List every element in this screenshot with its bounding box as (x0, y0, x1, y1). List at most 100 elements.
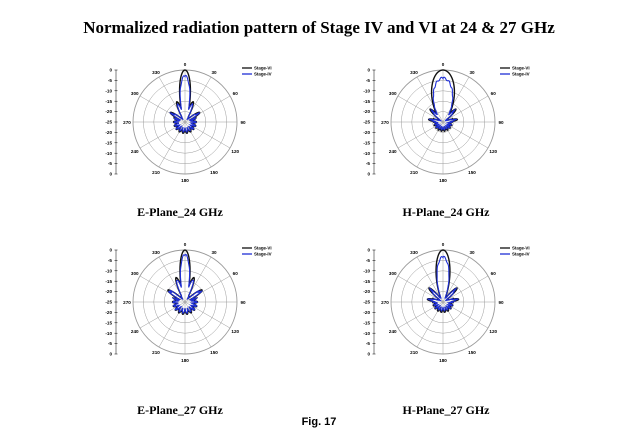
series-trace-stage-iv (169, 74, 201, 133)
grid-spoke (158, 301, 186, 348)
polar-chart-svg: 0 30 60 90 120 150 180 210 240 270 300 330 0 -5 -10 -15… (363, 242, 530, 363)
polar-chart-h-plane-24: 0 30 60 90 120 150 180 210 240 270 300 330 0 -5 -10 -15… (348, 60, 558, 210)
series-trace-stage-iv (428, 76, 458, 131)
grid-spoke (139, 95, 186, 123)
legend-label: Stage-VI (254, 246, 272, 251)
angle-tick-label: 270 (123, 120, 131, 125)
radial-tick-label: 0 (367, 68, 370, 73)
grid-spoke (184, 121, 212, 168)
angle-tick-label: 120 (489, 149, 497, 154)
angle-tick-label: 180 (181, 178, 189, 183)
series-trace-stage-iv (426, 255, 460, 312)
angle-tick-label: 240 (131, 329, 139, 334)
grid-spoke (397, 121, 444, 149)
radial-tick-label: 0 (109, 172, 112, 177)
angle-tick-label: 330 (152, 70, 160, 75)
grid-spoke (158, 121, 186, 168)
grid-spoke (442, 76, 470, 123)
radial-tick-label: -20 (363, 130, 370, 135)
polar-chart-e-plane-27: 0 30 60 90 120 150 180 210 240 270 300 330 0 -5 -10 -15… (90, 240, 300, 390)
grid-spoke (442, 256, 470, 303)
angle-tick-label: 30 (469, 250, 475, 255)
radial-tick-label: -20 (105, 289, 112, 294)
angle-tick-label: 30 (211, 70, 217, 75)
angle-tick-label: 150 (210, 350, 218, 355)
radial-tick-label: -20 (363, 310, 370, 315)
radial-tick-label: -15 (363, 99, 370, 104)
legend-label: Stage-VI (512, 66, 530, 71)
radial-tick-label: -10 (105, 88, 112, 93)
legend-label: Stage-IV (512, 72, 530, 77)
radial-tick-label: -20 (105, 130, 112, 135)
caption-h-plane-24: H-Plane_24 GHz (402, 205, 490, 219)
angle-tick-label: 90 (498, 300, 504, 305)
radial-tick-label: -5 (108, 78, 113, 83)
angle-tick-label: 0 (184, 242, 187, 247)
radial-tick-label: 0 (367, 248, 370, 253)
angle-tick-label: 180 (439, 178, 447, 183)
angle-tick-label: 300 (131, 91, 139, 96)
angle-tick-label: 300 (389, 91, 397, 96)
radial-tick-label: -10 (105, 331, 112, 336)
grid-spoke (397, 275, 444, 303)
radial-tick-label: -5 (108, 161, 113, 166)
radial-tick-label: -25 (363, 300, 370, 305)
angle-tick-label: 210 (410, 170, 418, 175)
angle-tick-label: 210 (152, 170, 160, 175)
angle-tick-label: 150 (468, 350, 476, 355)
angle-tick-label: 270 (381, 120, 389, 125)
radial-tick-label: -20 (105, 310, 112, 315)
radial-tick-label: -10 (363, 268, 370, 273)
angle-tick-label: 30 (469, 70, 475, 75)
radial-tick-label: -20 (363, 289, 370, 294)
radial-tick-label: 0 (109, 352, 112, 357)
radial-tick-label: -25 (105, 300, 112, 305)
grid-spoke (416, 76, 444, 123)
radial-tick-label: -5 (366, 341, 371, 346)
grid-spoke (416, 256, 444, 303)
caption-h-plane-27: H-Plane_27 GHz (402, 403, 490, 417)
angle-tick-label: 270 (123, 300, 131, 305)
radial-tick-label: 0 (109, 248, 112, 253)
grid-spoke (442, 121, 489, 149)
polar-chart-svg: 0 30 60 90 120 150 180 210 240 270 300 330 0 -5 -10 -15… (105, 242, 272, 363)
radial-tick-label: -5 (366, 258, 371, 263)
polar-chart-e-plane-24: 0 30 60 90 120 150 180 210 240 270 300 330 0 -5 -10 -15… (90, 60, 300, 210)
angle-tick-label: 180 (439, 358, 447, 363)
radial-tick-label: -10 (105, 151, 112, 156)
caption-e-plane-27: E-Plane_27 GHz (137, 403, 223, 417)
polar-chart-svg: 0 30 60 90 120 150 180 210 240 270 300 330 0 -5 -10 -15… (105, 62, 272, 183)
radial-tick-label: -5 (366, 78, 371, 83)
legend-label: Stage-IV (254, 72, 272, 77)
angle-tick-label: 210 (410, 350, 418, 355)
legend-label: Stage-IV (254, 252, 272, 257)
series-trace-stage-iv (168, 253, 203, 315)
angle-tick-label: 330 (410, 70, 418, 75)
angle-tick-label: 0 (184, 62, 187, 67)
grid-spoke (442, 275, 489, 303)
caption-e-plane-24: E-Plane_24 GHz (137, 205, 223, 219)
angle-tick-label: 180 (181, 358, 189, 363)
angle-tick-label: 120 (231, 329, 239, 334)
radial-tick-label: -15 (105, 279, 112, 284)
radial-tick-label: -15 (363, 320, 370, 325)
radial-tick-label: -15 (363, 140, 370, 145)
radial-tick-label: -5 (366, 161, 371, 166)
angle-tick-label: 330 (410, 250, 418, 255)
radial-tick-label: -25 (363, 120, 370, 125)
angle-tick-label: 0 (442, 242, 445, 247)
grid-spoke (442, 301, 470, 348)
angle-tick-label: 300 (389, 271, 397, 276)
polar-chart-svg: 0 30 60 90 120 150 180 210 240 270 300 330 0 -5 -10 -15… (363, 62, 530, 183)
angle-tick-label: 90 (498, 120, 504, 125)
page-title: Normalized radiation pattern of Stage IV… (83, 18, 555, 37)
angle-tick-label: 60 (233, 91, 239, 96)
radial-tick-label: -5 (108, 258, 113, 263)
legend-label: Stage-IV (512, 252, 530, 257)
radial-tick-label: -25 (105, 120, 112, 125)
figure-label: Fig. 17 (301, 416, 337, 428)
legend-label: Stage-VI (254, 66, 272, 71)
radial-tick-label: -15 (105, 99, 112, 104)
radial-tick-label: -15 (105, 140, 112, 145)
radial-tick-label: -10 (363, 88, 370, 93)
